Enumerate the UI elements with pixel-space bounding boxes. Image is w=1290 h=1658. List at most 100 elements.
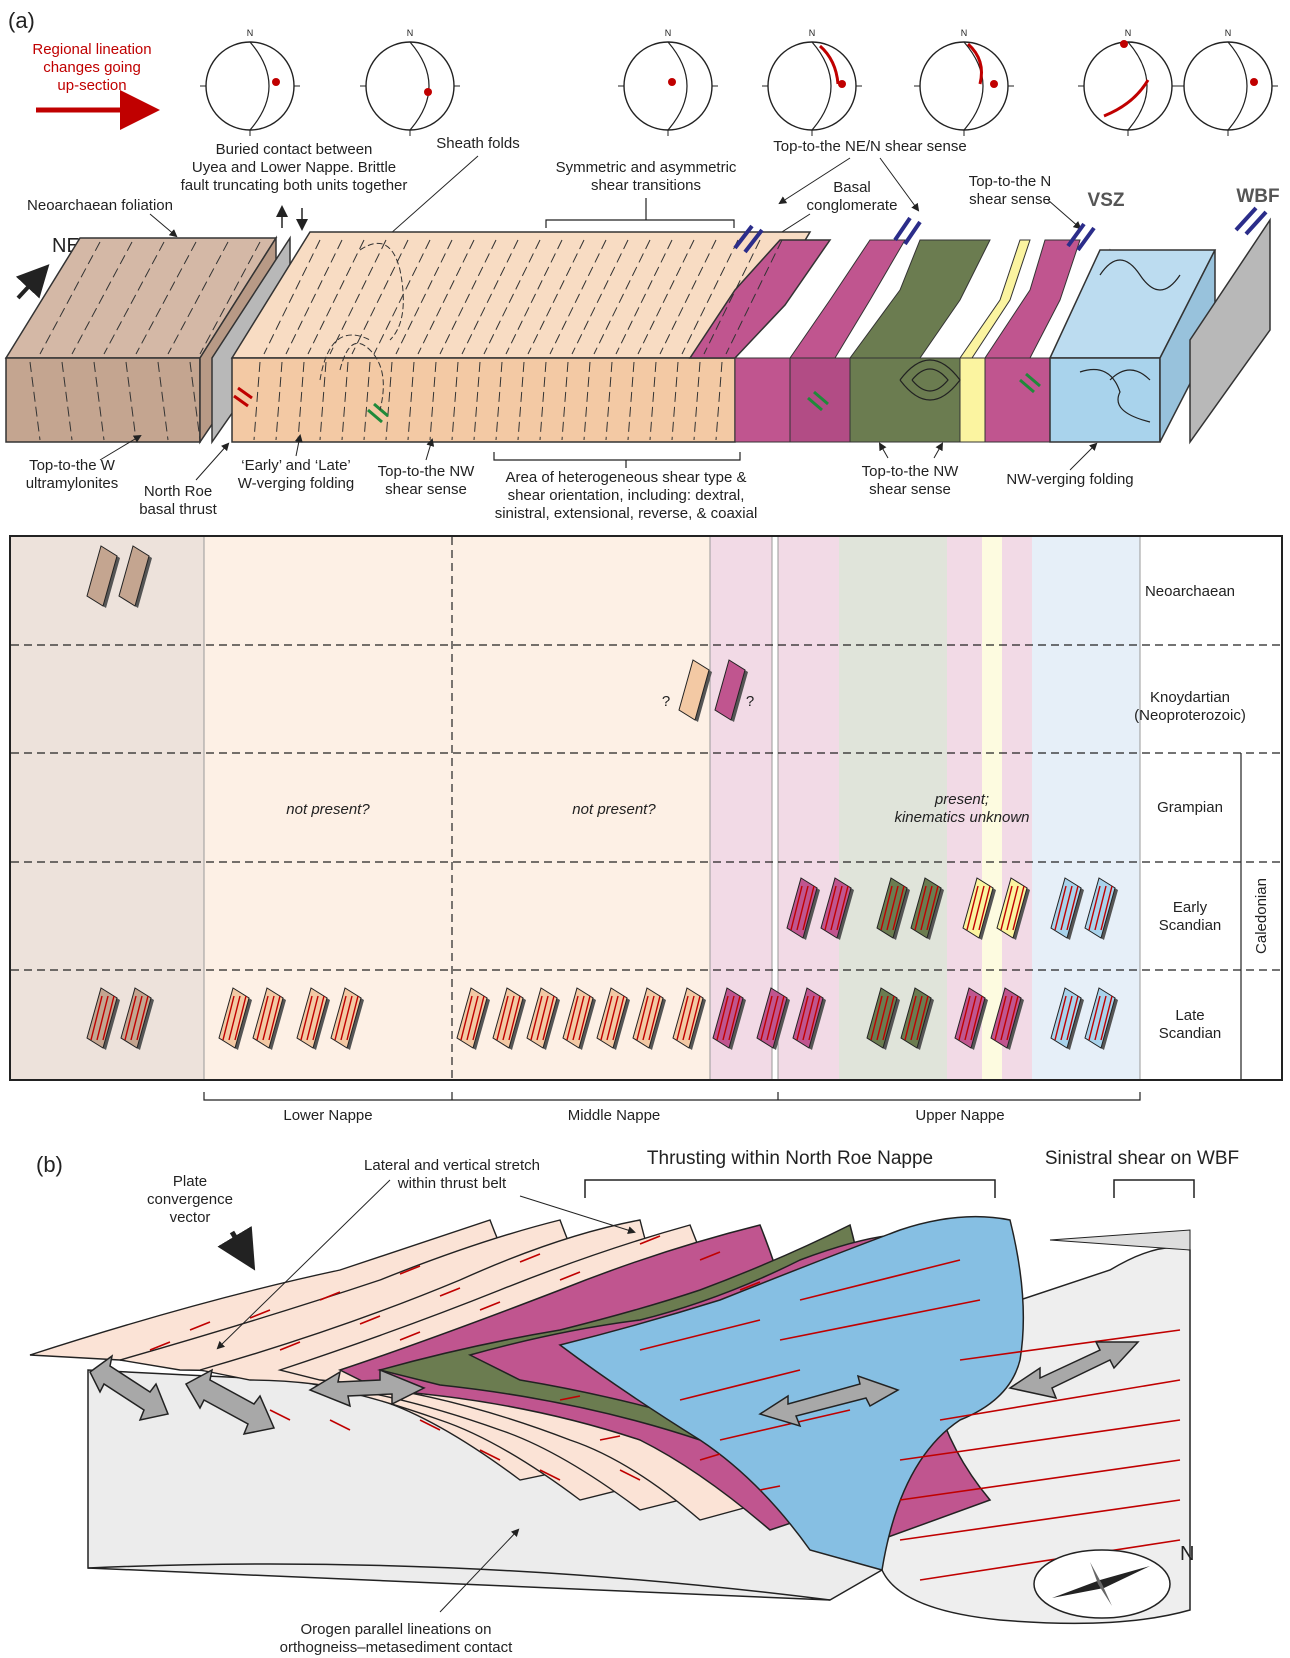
svg-text:up-section: up-section — [57, 77, 126, 94]
kinematic-tile — [1050, 987, 1084, 1050]
kinematic-tile — [1084, 877, 1118, 940]
kinematic-tile — [86, 545, 120, 608]
kinematic-tile — [866, 987, 900, 1050]
svg-text:sinistral, extensional, revers: sinistral, extensional, reverse, & coaxi… — [495, 505, 758, 522]
question-mark-1: ? — [662, 693, 670, 710]
svg-text:Plate: Plate — [173, 1173, 207, 1190]
row-neoarchaean: Neoarchaean — [1145, 583, 1235, 600]
kinematic-tile — [990, 987, 1024, 1050]
svg-text:conglomerate: conglomerate — [807, 197, 898, 214]
compass-north-label: N — [1180, 1543, 1194, 1565]
bottom-annotations: Top-to-the W ultramylonites North Roe ba… — [26, 434, 1134, 522]
top-annotations: Buried contact between Uyea and Lower Na… — [15, 135, 1280, 300]
kinematic-tile — [492, 987, 526, 1050]
middle-nappe-label: Middle Nappe — [568, 1107, 661, 1124]
kinematic-tile — [712, 987, 746, 1050]
note-middle: not present? — [572, 801, 656, 818]
svg-text:Orogen parallel lineations on: Orogen parallel lineations on — [301, 1621, 492, 1638]
kinematic-tile — [118, 545, 152, 608]
stereonet-north-label: N — [247, 28, 254, 38]
stereonet-north-label: N — [1125, 28, 1132, 38]
kinematic-tile — [756, 987, 790, 1050]
kinematic-tile — [218, 987, 252, 1050]
stereonet-icon: N — [914, 28, 1014, 136]
stereonet-icon: N — [360, 28, 460, 136]
svg-text:orthogneiss–metasediment conta: orthogneiss–metasediment contact — [280, 1639, 513, 1656]
ne-arrow-icon — [15, 264, 50, 300]
svg-text:vector: vector — [170, 1209, 211, 1226]
kinematic-tile — [120, 987, 154, 1050]
kinematic-tile — [252, 987, 286, 1050]
neoarchaean-foliation-text: Neoarchaean foliation — [27, 197, 173, 214]
row-grampian: Grampian — [1157, 799, 1223, 816]
note-upper: present; — [934, 791, 989, 808]
regional-lineation-note: Regional lineation changes going up-sect… — [32, 41, 160, 130]
svg-text:Thrusting within North Roe Nap: Thrusting within North Roe Nappe — [647, 1148, 933, 1169]
svg-text:Uyea and Lower Nappe. Brittle: Uyea and Lower Nappe. Brittle — [192, 159, 396, 176]
caledonian-label: Caledonian — [1253, 878, 1270, 954]
block-diagram-b — [29, 1215, 1191, 1625]
kinematic-tile — [876, 877, 910, 940]
note-lower: not present? — [286, 801, 370, 818]
row-knoydartian: Knoydartian — [1150, 689, 1230, 706]
kinematic-tile — [910, 877, 944, 940]
row-early-scandian: Early — [1173, 899, 1208, 916]
svg-text:Regional lineation: Regional lineation — [32, 41, 151, 58]
svg-text:Scandian: Scandian — [1159, 917, 1222, 934]
svg-text:NW-verging folding: NW-verging folding — [1006, 471, 1133, 488]
stereonet-icon: N — [618, 28, 718, 136]
svg-text:Top-to-the NW: Top-to-the NW — [862, 463, 960, 480]
kinematic-tile — [456, 987, 490, 1050]
svg-text:shear sense: shear sense — [869, 481, 951, 498]
buried-contact-text: Buried contact between — [216, 141, 373, 158]
kinematic-tile — [954, 987, 988, 1050]
svg-text:changes going: changes going — [43, 59, 141, 76]
svg-text:ultramylonites: ultramylonites — [26, 475, 119, 492]
kinematic-tile — [632, 987, 666, 1050]
stereonet-icon: N — [1078, 28, 1178, 136]
n-shear-text: Top-to-the N — [969, 173, 1052, 190]
svg-text:convergence: convergence — [147, 1191, 233, 1208]
question-mark-2: ? — [746, 693, 754, 710]
kinematic-table: Neoarchaean Knoydartian (Neoproterozoic)… — [9, 535, 1283, 1124]
svg-text:shear sense: shear sense — [385, 481, 467, 498]
block-diagram-a — [4, 206, 1271, 445]
row-late-scandian: Late — [1175, 1007, 1204, 1024]
svg-text:shear transitions: shear transitions — [591, 177, 701, 194]
stereonet-icon: N — [200, 28, 300, 136]
stereonet-icon: N — [762, 28, 862, 136]
svg-text:fault truncating both units to: fault truncating both units together — [181, 177, 408, 194]
panel-b-annotations: Plate convergence vector Lateral and ver… — [147, 1148, 1239, 1656]
svg-text:shear orientation, including:: shear orientation, including: dextral, — [508, 487, 745, 504]
kinematic-tile — [792, 987, 826, 1050]
svg-text:basal thrust: basal thrust — [139, 501, 217, 518]
kinematic-tile — [786, 877, 820, 940]
basal-conglomerate-text: Basal — [833, 179, 871, 196]
kinematic-tile — [330, 987, 364, 1050]
vsz-label: VSZ — [1088, 190, 1125, 211]
kinematic-tile — [672, 987, 706, 1050]
svg-text:(Neoproterozoic): (Neoproterozoic) — [1134, 707, 1246, 724]
kinematic-tile — [962, 877, 996, 940]
kinematic-tile — [86, 987, 120, 1050]
svg-text:North Roe: North Roe — [144, 483, 212, 500]
svg-text:Area of heterogeneous shear ty: Area of heterogeneous shear type & — [506, 469, 747, 486]
ne-n-shear-text: Top-to-the NE/N shear sense — [773, 138, 966, 155]
wbf-label: WBF — [1236, 186, 1279, 207]
kinematic-tile — [296, 987, 330, 1050]
svg-text:within thrust belt: within thrust belt — [397, 1175, 507, 1192]
svg-text:Sinistral shear on WBF: Sinistral shear on WBF — [1045, 1148, 1239, 1169]
stereonet-icon: N — [1178, 28, 1278, 136]
kinematic-tile — [996, 877, 1030, 940]
svg-text:‘Early’ and ‘Late’: ‘Early’ and ‘Late’ — [241, 457, 351, 474]
stereonet-north-label: N — [407, 28, 414, 38]
stereonet-north-label: N — [1225, 28, 1232, 38]
kinematic-tile — [820, 877, 854, 940]
svg-text:W-verging folding: W-verging folding — [238, 475, 354, 492]
kinematic-tile — [1050, 877, 1084, 940]
svg-text:Scandian: Scandian — [1159, 1025, 1222, 1042]
svg-text:kinematics unknown: kinematics unknown — [894, 809, 1029, 826]
kinematic-tile — [714, 659, 748, 722]
